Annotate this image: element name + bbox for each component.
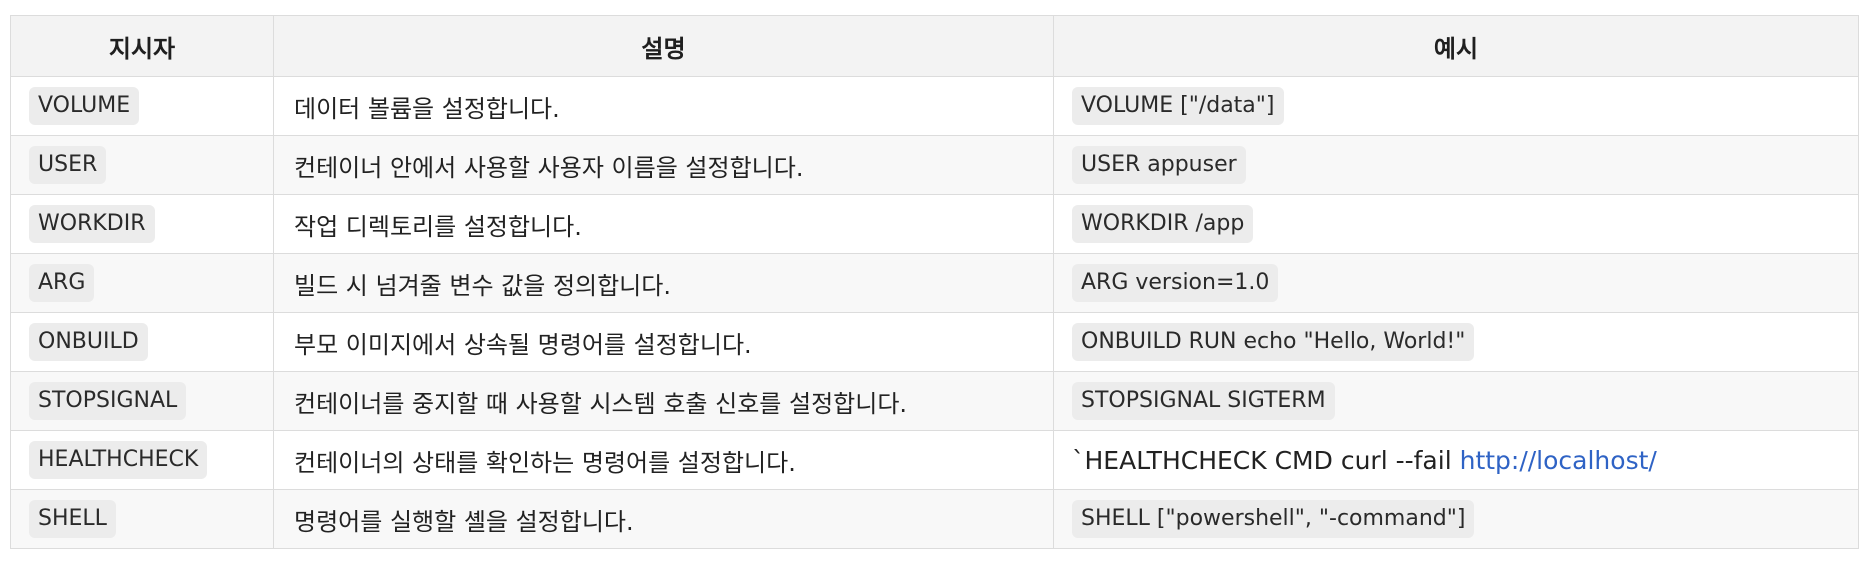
directive-cell: ONBUILD	[10, 312, 274, 372]
example-cell: USER appuser	[1053, 135, 1859, 195]
description-text: 컨테이너 안에서 사용할 사용자 이름을 설정합니다.	[294, 153, 804, 182]
directive-cell: USER	[10, 135, 274, 195]
directive-cell: HEALTHCHECK	[10, 430, 274, 490]
description-text: 컨테이너의 상태를 확인하는 명령어를 설정합니다.	[294, 448, 796, 477]
description-cell: 컨테이너 안에서 사용할 사용자 이름을 설정합니다.	[273, 135, 1054, 195]
directive-code: USER	[29, 146, 107, 184]
table-row: STOPSIGNAL 컨테이너를 중지할 때 사용할 시스템 호출 신호를 설정…	[10, 371, 1859, 431]
table-row: ONBUILD 부모 이미지에서 상속될 명령어를 설정합니다. ONBUILD…	[10, 312, 1859, 372]
header-description: 설명	[273, 15, 1054, 77]
localhost-link[interactable]: http://localhost/	[1459, 445, 1657, 475]
description-cell: 작업 디렉토리를 설정합니다.	[273, 194, 1054, 254]
example-cell: ARG version=1.0	[1053, 253, 1859, 313]
directive-cell: SHELL	[10, 489, 274, 549]
table-row: VOLUME 데이터 볼륨을 설정합니다. VOLUME ["/data"]	[10, 76, 1859, 136]
description-cell: 명령어를 실행할 셸을 설정합니다.	[273, 489, 1054, 549]
description-text: 부모 이미지에서 상속될 명령어를 설정합니다.	[294, 330, 752, 359]
description-text: 명령어를 실행할 셸을 설정합니다.	[294, 507, 634, 536]
example-code: VOLUME ["/data"]	[1072, 87, 1284, 125]
description-cell: 컨테이너를 중지할 때 사용할 시스템 호출 신호를 설정합니다.	[273, 371, 1054, 431]
description-text: 빌드 시 넘겨줄 변수 값을 정의합니다.	[294, 271, 671, 300]
description-text: 데이터 볼륨을 설정합니다.	[294, 94, 560, 123]
example-code: USER appuser	[1072, 146, 1246, 184]
description-cell: 데이터 볼륨을 설정합니다.	[273, 76, 1054, 136]
directive-code: HEALTHCHECK	[29, 441, 208, 479]
directive-code: WORKDIR	[29, 205, 155, 243]
table-row: WORKDIR 작업 디렉토리를 설정합니다. WORKDIR /app	[10, 194, 1859, 254]
description-cell: 컨테이너의 상태를 확인하는 명령어를 설정합니다.	[273, 430, 1054, 490]
example-cell: WORKDIR /app	[1053, 194, 1859, 254]
table-row: USER 컨테이너 안에서 사용할 사용자 이름을 설정합니다. USER ap…	[10, 135, 1859, 195]
example-cell: VOLUME ["/data"]	[1053, 76, 1859, 136]
table-row: ARG 빌드 시 넘겨줄 변수 값을 정의합니다. ARG version=1.…	[10, 253, 1859, 313]
header-directive: 지시자	[10, 15, 274, 77]
table-row: SHELL 명령어를 실행할 셸을 설정합니다. SHELL ["powersh…	[10, 489, 1859, 549]
example-cell: `HEALTHCHECK CMD curl --fail http://loca…	[1053, 430, 1859, 490]
example-code: WORKDIR /app	[1072, 205, 1254, 243]
description-text: 작업 디렉토리를 설정합니다.	[294, 212, 582, 241]
example-cell: STOPSIGNAL SIGTERM	[1053, 371, 1859, 431]
description-cell: 부모 이미지에서 상속될 명령어를 설정합니다.	[273, 312, 1054, 372]
description-text: 컨테이너를 중지할 때 사용할 시스템 호출 신호를 설정합니다.	[294, 389, 908, 418]
directive-code: STOPSIGNAL	[29, 382, 187, 420]
directive-code: SHELL	[29, 500, 116, 538]
directive-code: ARG	[29, 264, 95, 302]
table-row: HEALTHCHECK 컨테이너의 상태를 확인하는 명령어를 설정합니다. `…	[10, 430, 1859, 490]
example-code: ARG version=1.0	[1072, 264, 1279, 302]
directive-cell: WORKDIR	[10, 194, 274, 254]
directive-cell: VOLUME	[10, 76, 274, 136]
dockerfile-directives-table-container: 지시자 설명 예시 VOLUME 데이터 볼륨을 설정합니다. VOLUME […	[10, 15, 1859, 549]
example-text: `HEALTHCHECK CMD curl --fail	[1072, 445, 1460, 475]
example-cell: SHELL ["powershell", "-command"]	[1053, 489, 1859, 549]
directive-cell: STOPSIGNAL	[10, 371, 274, 431]
description-cell: 빌드 시 넘겨줄 변수 값을 정의합니다.	[273, 253, 1054, 313]
directive-code: ONBUILD	[29, 323, 148, 361]
directive-code: VOLUME	[29, 87, 140, 125]
example-code: STOPSIGNAL SIGTERM	[1072, 382, 1335, 420]
dockerfile-directives-table: 지시자 설명 예시 VOLUME 데이터 볼륨을 설정합니다. VOLUME […	[10, 15, 1859, 549]
header-example: 예시	[1053, 15, 1859, 77]
example-cell: ONBUILD RUN echo "Hello, World!"	[1053, 312, 1859, 372]
example-code: SHELL ["powershell", "-command"]	[1072, 500, 1475, 538]
directive-cell: ARG	[10, 253, 274, 313]
example-code: ONBUILD RUN echo "Hello, World!"	[1072, 323, 1475, 361]
table-header-row: 지시자 설명 예시	[10, 15, 1859, 77]
